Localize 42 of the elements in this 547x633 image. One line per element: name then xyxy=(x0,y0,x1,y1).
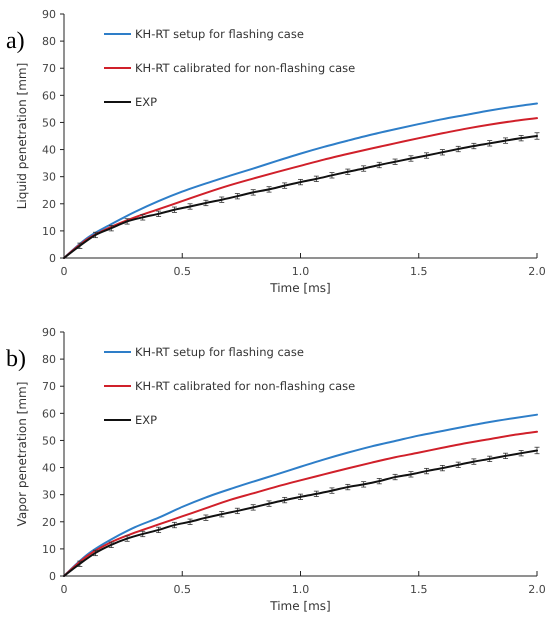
y-tick-label: 0 xyxy=(49,570,56,583)
y-tick-label: 60 xyxy=(42,407,56,420)
text: b) xyxy=(6,346,26,372)
y-tick-label: 40 xyxy=(42,462,56,475)
legend-label: EXP xyxy=(135,413,158,427)
x-axis-title: Time [ms] xyxy=(269,599,331,613)
y-tick-label: 70 xyxy=(42,62,56,76)
y-tick-label: 10 xyxy=(42,224,56,238)
y-tick-label: 60 xyxy=(42,89,56,102)
legend-label: EXP xyxy=(135,95,158,109)
y-tick-label: 90 xyxy=(42,8,56,21)
y-tick-label: 30 xyxy=(42,170,56,184)
legend-label: KH-RT calibrated for non-flashing case xyxy=(135,379,356,393)
x-tick-label: 1.5 xyxy=(410,265,428,278)
y-tick-label: 50 xyxy=(42,116,56,130)
y-tick-label: 70 xyxy=(42,380,56,394)
y-tick-label: 10 xyxy=(42,542,56,556)
x-tick-label: 0.5 xyxy=(174,583,191,596)
legend-label: KH-RT setup for flashing case xyxy=(135,27,304,41)
y-tick-label: 20 xyxy=(42,516,56,529)
x-tick-label: 1.0 xyxy=(292,265,310,278)
x-tick-label: 0.5 xyxy=(174,265,191,278)
y-tick-label: 0 xyxy=(49,252,56,265)
y-tick-label: 90 xyxy=(42,326,56,339)
y-tick-label: 20 xyxy=(42,198,56,211)
y-axis-title: Liquid penetration [mm] xyxy=(15,62,29,210)
x-tick-label: 2.0 xyxy=(528,583,546,596)
y-tick-label: 50 xyxy=(42,434,56,448)
legend-label: KH-RT calibrated for non-flashing case xyxy=(135,61,356,75)
x-tick-label: 1.0 xyxy=(292,583,310,596)
text: a) xyxy=(6,28,25,54)
y-tick-label: 80 xyxy=(42,35,56,48)
x-tick-label: 0 xyxy=(60,265,68,278)
x-tick-label: 0 xyxy=(60,583,68,596)
legend-label: KH-RT setup for flashing case xyxy=(135,345,304,359)
y-axis-title: Vapor penetration [mm] xyxy=(15,382,29,526)
y-tick-label: 30 xyxy=(42,488,56,502)
y-tick-label: 80 xyxy=(42,353,56,366)
x-tick-label: 1.5 xyxy=(410,583,428,596)
x-tick-label: 2.0 xyxy=(528,265,546,278)
x-axis-title: Time [ms] xyxy=(269,281,331,295)
y-tick-label: 40 xyxy=(42,144,56,157)
